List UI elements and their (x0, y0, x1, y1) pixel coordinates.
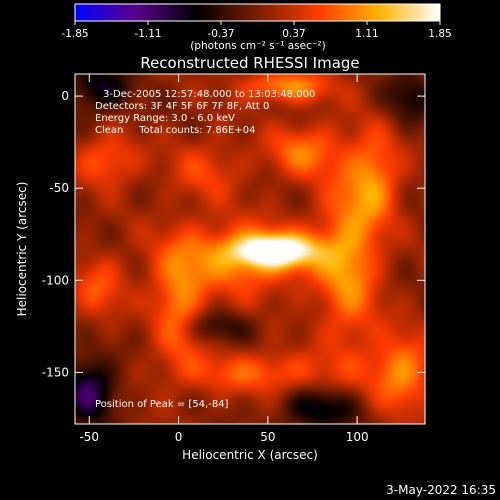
heatmap-plot: -50 0 50 100 0 -50 -100 -150 (42, 73, 426, 444)
x-axis-label: Heliocentric X (arcsec) (182, 448, 318, 462)
footer-date: 3-May-2022 16:35 (386, 483, 496, 497)
y-tick-label: -150 (42, 365, 69, 379)
annotation-energy-range: Energy Range: 3.0 - 6.0 keV (95, 113, 235, 124)
colorbar: -1.85 -1.11 -0.37 0.37 1.11 1.85 (photons cm⁻… (61, 3, 452, 52)
annotation-detectors: Detectors: 3F 4F 5F 6F 7F 8F, Att 0 (95, 101, 269, 112)
y-tick-label: -100 (42, 273, 69, 287)
colorbar-tick-label: -1.11 (134, 28, 161, 40)
x-tick-label: 100 (346, 430, 369, 444)
y-tick-label: 0 (61, 89, 69, 103)
annotation-clean-counts: Clean Total counts: 7.86E+04 (95, 125, 255, 136)
axis-ticks: -50 0 50 100 0 -50 -100 -150 (42, 74, 425, 444)
colorbar-gradient (74, 3, 441, 22)
annotation-time-range: 3-Dec-2005 12:57:48.000 to 13:03:48.000 (103, 89, 315, 100)
colorbar-tick-label: -0.37 (207, 28, 234, 40)
colorbar-tick-label: -1.85 (61, 28, 88, 40)
colorbar-unit-label: (photons cm⁻² s⁻¹ asec⁻²) (190, 40, 325, 52)
y-tick-label: -50 (49, 181, 69, 195)
x-tick-label: -50 (79, 430, 99, 444)
peak-position-label: Position of Peak = [54,-84] (95, 399, 229, 410)
colorbar-tick-label: 1.11 (355, 28, 378, 40)
heatmap-image (75, 74, 425, 424)
x-tick-label: 0 (175, 430, 183, 444)
colorbar-tick-label: 1.85 (428, 28, 451, 40)
x-tick-label: 50 (260, 430, 275, 444)
y-axis-label: Heliocentric Y (arcsec) (15, 182, 29, 317)
colorbar-ticks: -1.85 -1.11 -0.37 0.37 1.11 1.85 (61, 21, 452, 40)
chart-title: Reconstructed RHESSI Image (140, 54, 359, 72)
info-annotations: 3-Dec-2005 12:57:48.000 to 13:03:48.000 … (95, 89, 315, 410)
plot-frame (74, 73, 426, 425)
colorbar-tick-label: 0.37 (282, 28, 305, 40)
